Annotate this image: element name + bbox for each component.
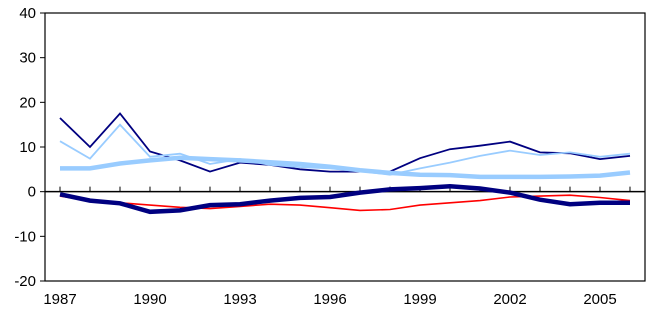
y-tick-label: 20 <box>19 94 36 111</box>
y-tick-label: 0 <box>28 184 36 201</box>
y-tick-label: -20 <box>14 273 36 290</box>
y-tick-label: 30 <box>19 50 36 67</box>
y-tick-label: -10 <box>14 228 36 245</box>
x-axis: 1987 1990 1993 1996 1999 2002 2005 <box>43 186 631 308</box>
series-line-5 <box>59 184 630 215</box>
x-tick-label: 2002 <box>493 291 526 308</box>
plot-frame <box>44 12 646 282</box>
y-tick-label: 40 <box>19 5 36 22</box>
x-tick-label: 1987 <box>43 291 76 308</box>
x-tick-label: 1996 <box>313 291 346 308</box>
series-line-4 <box>60 155 631 180</box>
x-tick-label: 1999 <box>403 291 436 308</box>
y-axis: 40 30 20 10 0 -10 -20 <box>14 5 645 290</box>
x-tick-label: 1993 <box>223 291 256 308</box>
x-tick-label: 2005 <box>583 291 616 308</box>
series-layer <box>59 112 631 215</box>
series-line-2 <box>59 112 631 173</box>
y-tick-label: 10 <box>19 139 36 156</box>
x-tick-label: 1990 <box>133 291 166 308</box>
series-line-1 <box>59 194 631 212</box>
